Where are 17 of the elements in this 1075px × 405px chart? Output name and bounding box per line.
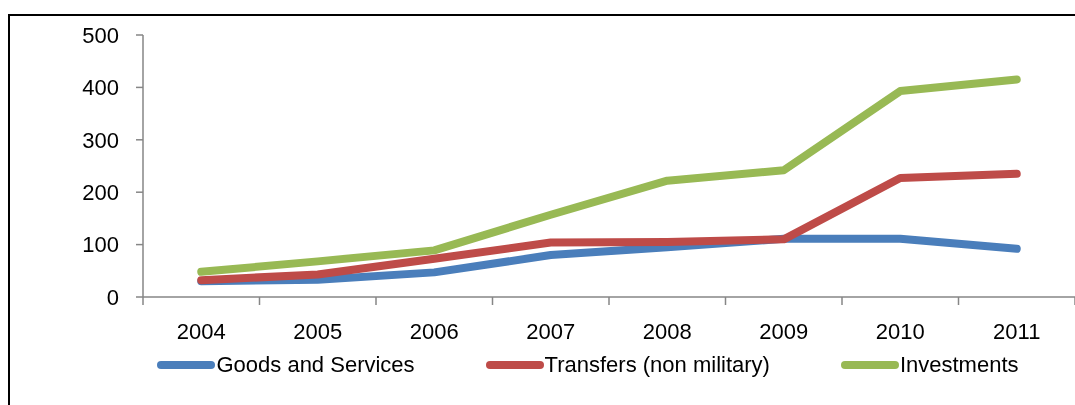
x-tick-label: 2010 [875, 318, 925, 344]
x-tick-label: 2005 [293, 318, 343, 344]
x-tick-label: 2007 [526, 318, 576, 344]
y-tick-label: 200 [82, 180, 119, 206]
y-tick-label: 400 [82, 75, 119, 101]
legend-label: Investments [899, 352, 1019, 378]
y-tick-label: 500 [82, 22, 119, 48]
legend-label: Goods and Services [216, 352, 415, 378]
x-tick-label: 2004 [176, 318, 226, 344]
x-tick-label: 2006 [409, 318, 459, 344]
y-tick-label: 100 [82, 232, 119, 258]
x-tick-label: 2009 [759, 318, 809, 344]
y-tick-label: 0 [106, 284, 119, 310]
x-tick-label: 2011 [993, 318, 1041, 344]
y-tick-label: 300 [82, 127, 119, 153]
x-tick-label: 2008 [642, 318, 692, 344]
legend-label: Transfers (non military) [544, 352, 770, 378]
